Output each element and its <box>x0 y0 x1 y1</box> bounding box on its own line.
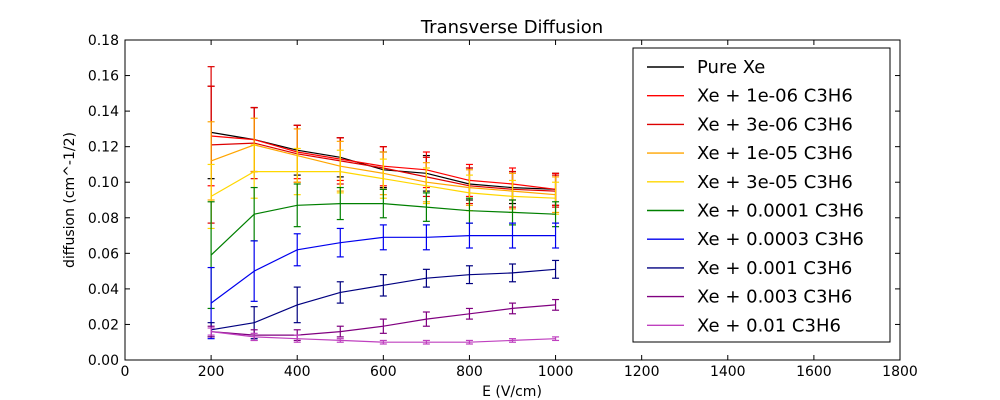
error-bar <box>509 338 516 343</box>
error-bar <box>379 339 387 345</box>
legend-label: Xe + 0.001 C3H6 <box>697 258 852 279</box>
error-bar <box>465 222 473 249</box>
error-bar <box>379 318 387 334</box>
y-tick-label: 0.14 <box>88 104 119 120</box>
legend-entry: Xe + 0.01 C3H6 <box>647 315 841 336</box>
y-tick-label: 0.06 <box>88 246 119 262</box>
legend-entry: Xe + 0.0003 C3H6 <box>647 229 864 250</box>
legend-entry: Xe + 3e-05 C3H6 <box>647 172 853 193</box>
legend-entry: Xe + 0.001 C3H6 <box>647 258 852 279</box>
error-bar <box>422 311 430 327</box>
error-bar <box>552 222 560 249</box>
legend-label: Xe + 3e-06 C3H6 <box>697 114 853 135</box>
series-6 <box>207 222 560 340</box>
error-bar <box>422 224 430 251</box>
legend-label: Xe + 3e-05 C3H6 <box>697 172 853 193</box>
error-bar <box>293 334 301 343</box>
plot-frame <box>124 39 901 361</box>
error-bar <box>379 188 387 219</box>
x-tick-label: 1000 <box>538 364 574 380</box>
legend-entry: Xe + 0.003 C3H6 <box>647 287 852 308</box>
error-bar <box>379 224 387 251</box>
legend: Pure Xe Xe + 1e-06 C3H6 Xe + 3e-06 C3H6 Xe … <box>632 47 891 343</box>
x-tick-label: 1600 <box>796 364 832 380</box>
error-bar <box>509 263 516 283</box>
legend-label: Xe + 1e-06 C3H6 <box>697 86 853 107</box>
legend-label: Xe + 1e-05 C3H6 <box>697 143 853 164</box>
y-tick-label: 0.02 <box>88 317 119 333</box>
y-tick-label: 0.16 <box>88 69 119 85</box>
plot-area <box>207 66 560 345</box>
error-bar <box>293 183 301 228</box>
error-bar <box>509 222 516 249</box>
error-bar <box>336 186 344 221</box>
y-tick-label: 0.12 <box>88 140 119 156</box>
legend-entry: Xe + 0.0001 C3H6 <box>647 201 864 222</box>
chart-title: Transverse Diffusion <box>420 17 603 38</box>
error-bar <box>336 281 344 304</box>
error-bar <box>336 325 344 338</box>
x-tick-label: 1200 <box>624 364 660 380</box>
y-tick-label: 0.18 <box>88 33 119 49</box>
error-bar <box>465 339 473 345</box>
error-bar <box>552 298 560 311</box>
legend-label: Xe + 0.0003 C3H6 <box>697 229 864 250</box>
error-bar <box>293 286 301 324</box>
y-tick-label: 0.00 <box>88 353 119 369</box>
legend-label: Xe + 0.01 C3H6 <box>697 315 841 336</box>
error-bar <box>509 302 516 315</box>
axis-ticks: 0 200 400 600 800 1000 1200 1400 1600 1800 0.00 0.0… <box>88 33 918 380</box>
error-bar <box>465 265 473 285</box>
legend-label: Xe + 0.0001 C3H6 <box>697 201 864 222</box>
error-bar <box>552 259 560 279</box>
y-tick-label: 0.08 <box>88 211 119 227</box>
x-axis-label: E (V/cm) <box>482 384 542 400</box>
error-bar <box>293 233 301 267</box>
x-tick-label: 800 <box>456 364 483 380</box>
x-tick-label: 200 <box>198 364 225 380</box>
legend-entry: Xe + 1e-05 C3H6 <box>647 143 853 164</box>
error-bar <box>250 240 258 302</box>
legend-entry: Xe + 1e-06 C3H6 <box>647 86 853 107</box>
legend-entry: Pure Xe <box>647 57 765 78</box>
legend-entry: Xe + 3e-06 C3H6 <box>647 114 853 135</box>
y-tick-label: 0.10 <box>88 175 119 191</box>
x-tick-label: 1800 <box>882 364 918 380</box>
x-tick-label: 0 <box>121 364 130 380</box>
error-bar <box>250 332 258 342</box>
x-tick-label: 1400 <box>710 364 746 380</box>
y-tick-label: 0.04 <box>88 282 119 298</box>
error-bar <box>379 274 387 297</box>
error-bar <box>336 338 344 343</box>
legend-label: Xe + 0.003 C3H6 <box>697 287 852 308</box>
error-bar <box>422 192 430 222</box>
error-bar <box>465 307 473 320</box>
error-bar <box>422 339 430 345</box>
error-bar <box>552 336 560 342</box>
error-bar <box>422 268 430 288</box>
x-tick-label: 600 <box>370 364 397 380</box>
error-bar <box>207 327 215 336</box>
legend-label: Pure Xe <box>697 57 765 78</box>
error-bar <box>336 227 344 258</box>
legend-frame <box>632 47 891 343</box>
y-axis-label: diffusion (cm^-1/2) <box>62 132 78 268</box>
x-tick-label: 400 <box>284 364 311 380</box>
series-9 <box>207 327 560 345</box>
